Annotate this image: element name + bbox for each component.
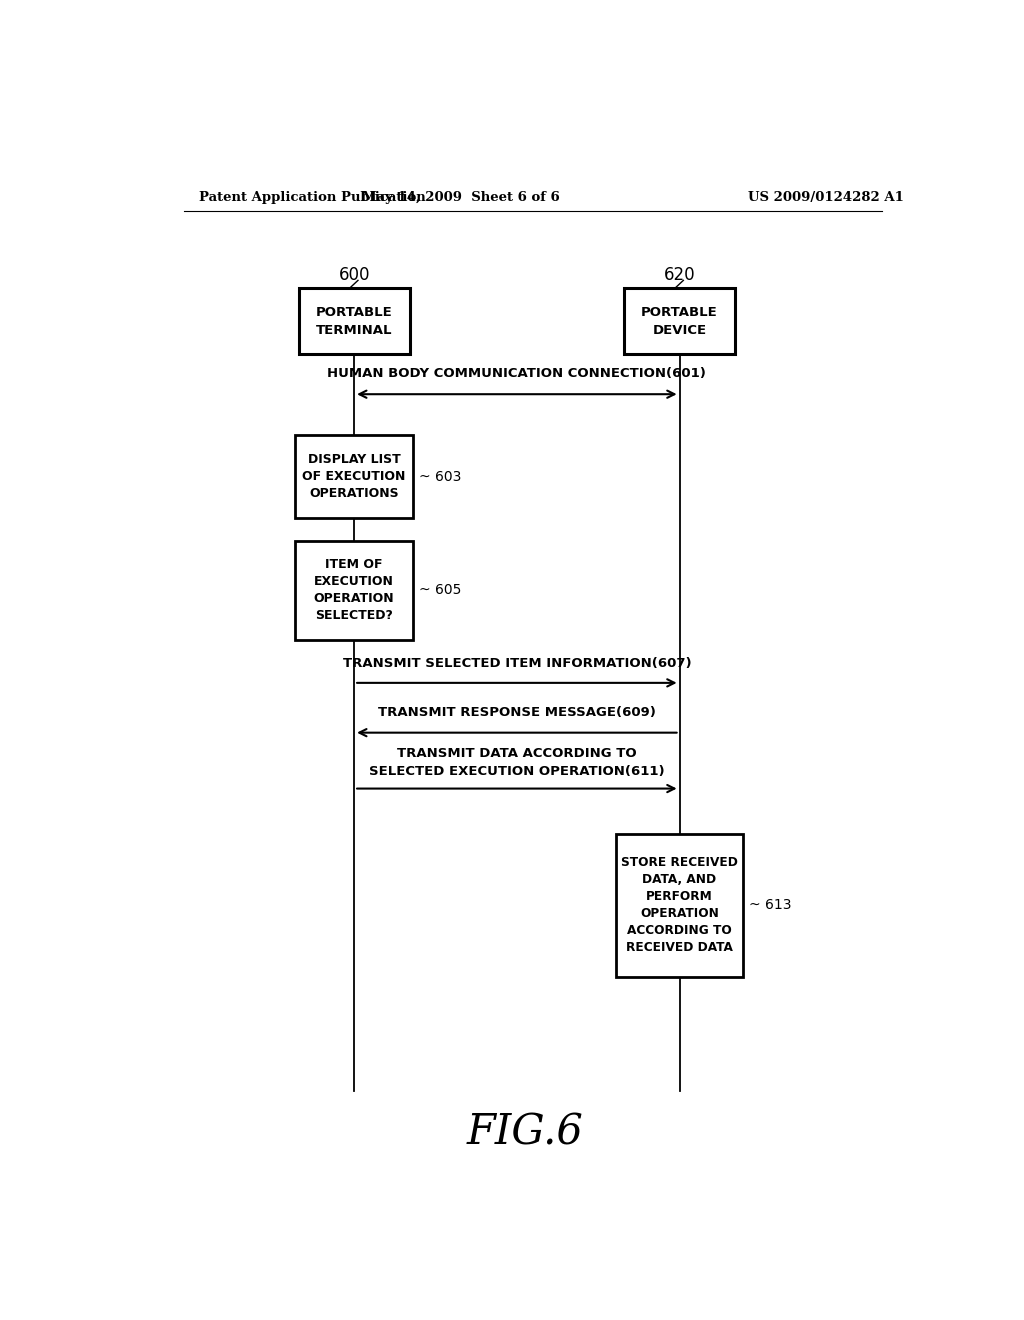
Text: May 14, 2009  Sheet 6 of 6: May 14, 2009 Sheet 6 of 6: [362, 190, 560, 203]
Text: US 2009/0124282 A1: US 2009/0124282 A1: [749, 190, 904, 203]
FancyBboxPatch shape: [616, 834, 743, 977]
Text: Patent Application Publication: Patent Application Publication: [200, 190, 426, 203]
Text: 600: 600: [338, 267, 370, 284]
Text: ~ 603: ~ 603: [419, 470, 462, 483]
FancyBboxPatch shape: [299, 288, 410, 354]
Text: TRANSMIT SELECTED ITEM INFORMATION(607): TRANSMIT SELECTED ITEM INFORMATION(607): [343, 656, 691, 669]
Text: PORTABLE
DEVICE: PORTABLE DEVICE: [641, 305, 718, 337]
FancyBboxPatch shape: [624, 288, 735, 354]
Text: STORE RECEIVED
DATA, AND
PERFORM
OPERATION
ACCORDING TO
RECEIVED DATA: STORE RECEIVED DATA, AND PERFORM OPERATI…: [622, 857, 738, 954]
Text: PORTABLE
TERMINAL: PORTABLE TERMINAL: [315, 305, 392, 337]
Text: 620: 620: [664, 267, 695, 284]
Text: SELECTED EXECUTION OPERATION(611): SELECTED EXECUTION OPERATION(611): [369, 766, 665, 779]
Text: TRANSMIT RESPONSE MESSAGE(609): TRANSMIT RESPONSE MESSAGE(609): [378, 706, 655, 719]
Text: HUMAN BODY COMMUNICATION CONNECTION(601): HUMAN BODY COMMUNICATION CONNECTION(601): [328, 367, 707, 380]
Text: ~ 605: ~ 605: [419, 583, 462, 598]
FancyBboxPatch shape: [296, 541, 413, 640]
Text: ITEM OF
EXECUTION
OPERATION
SELECTED?: ITEM OF EXECUTION OPERATION SELECTED?: [314, 558, 394, 622]
FancyBboxPatch shape: [296, 434, 413, 519]
Text: DISPLAY LIST
OF EXECUTION
OPERATIONS: DISPLAY LIST OF EXECUTION OPERATIONS: [302, 453, 406, 500]
Text: TRANSMIT DATA ACCORDING TO: TRANSMIT DATA ACCORDING TO: [397, 747, 637, 760]
Text: FIG.6: FIG.6: [466, 1111, 584, 1154]
Text: ~ 613: ~ 613: [750, 899, 792, 912]
